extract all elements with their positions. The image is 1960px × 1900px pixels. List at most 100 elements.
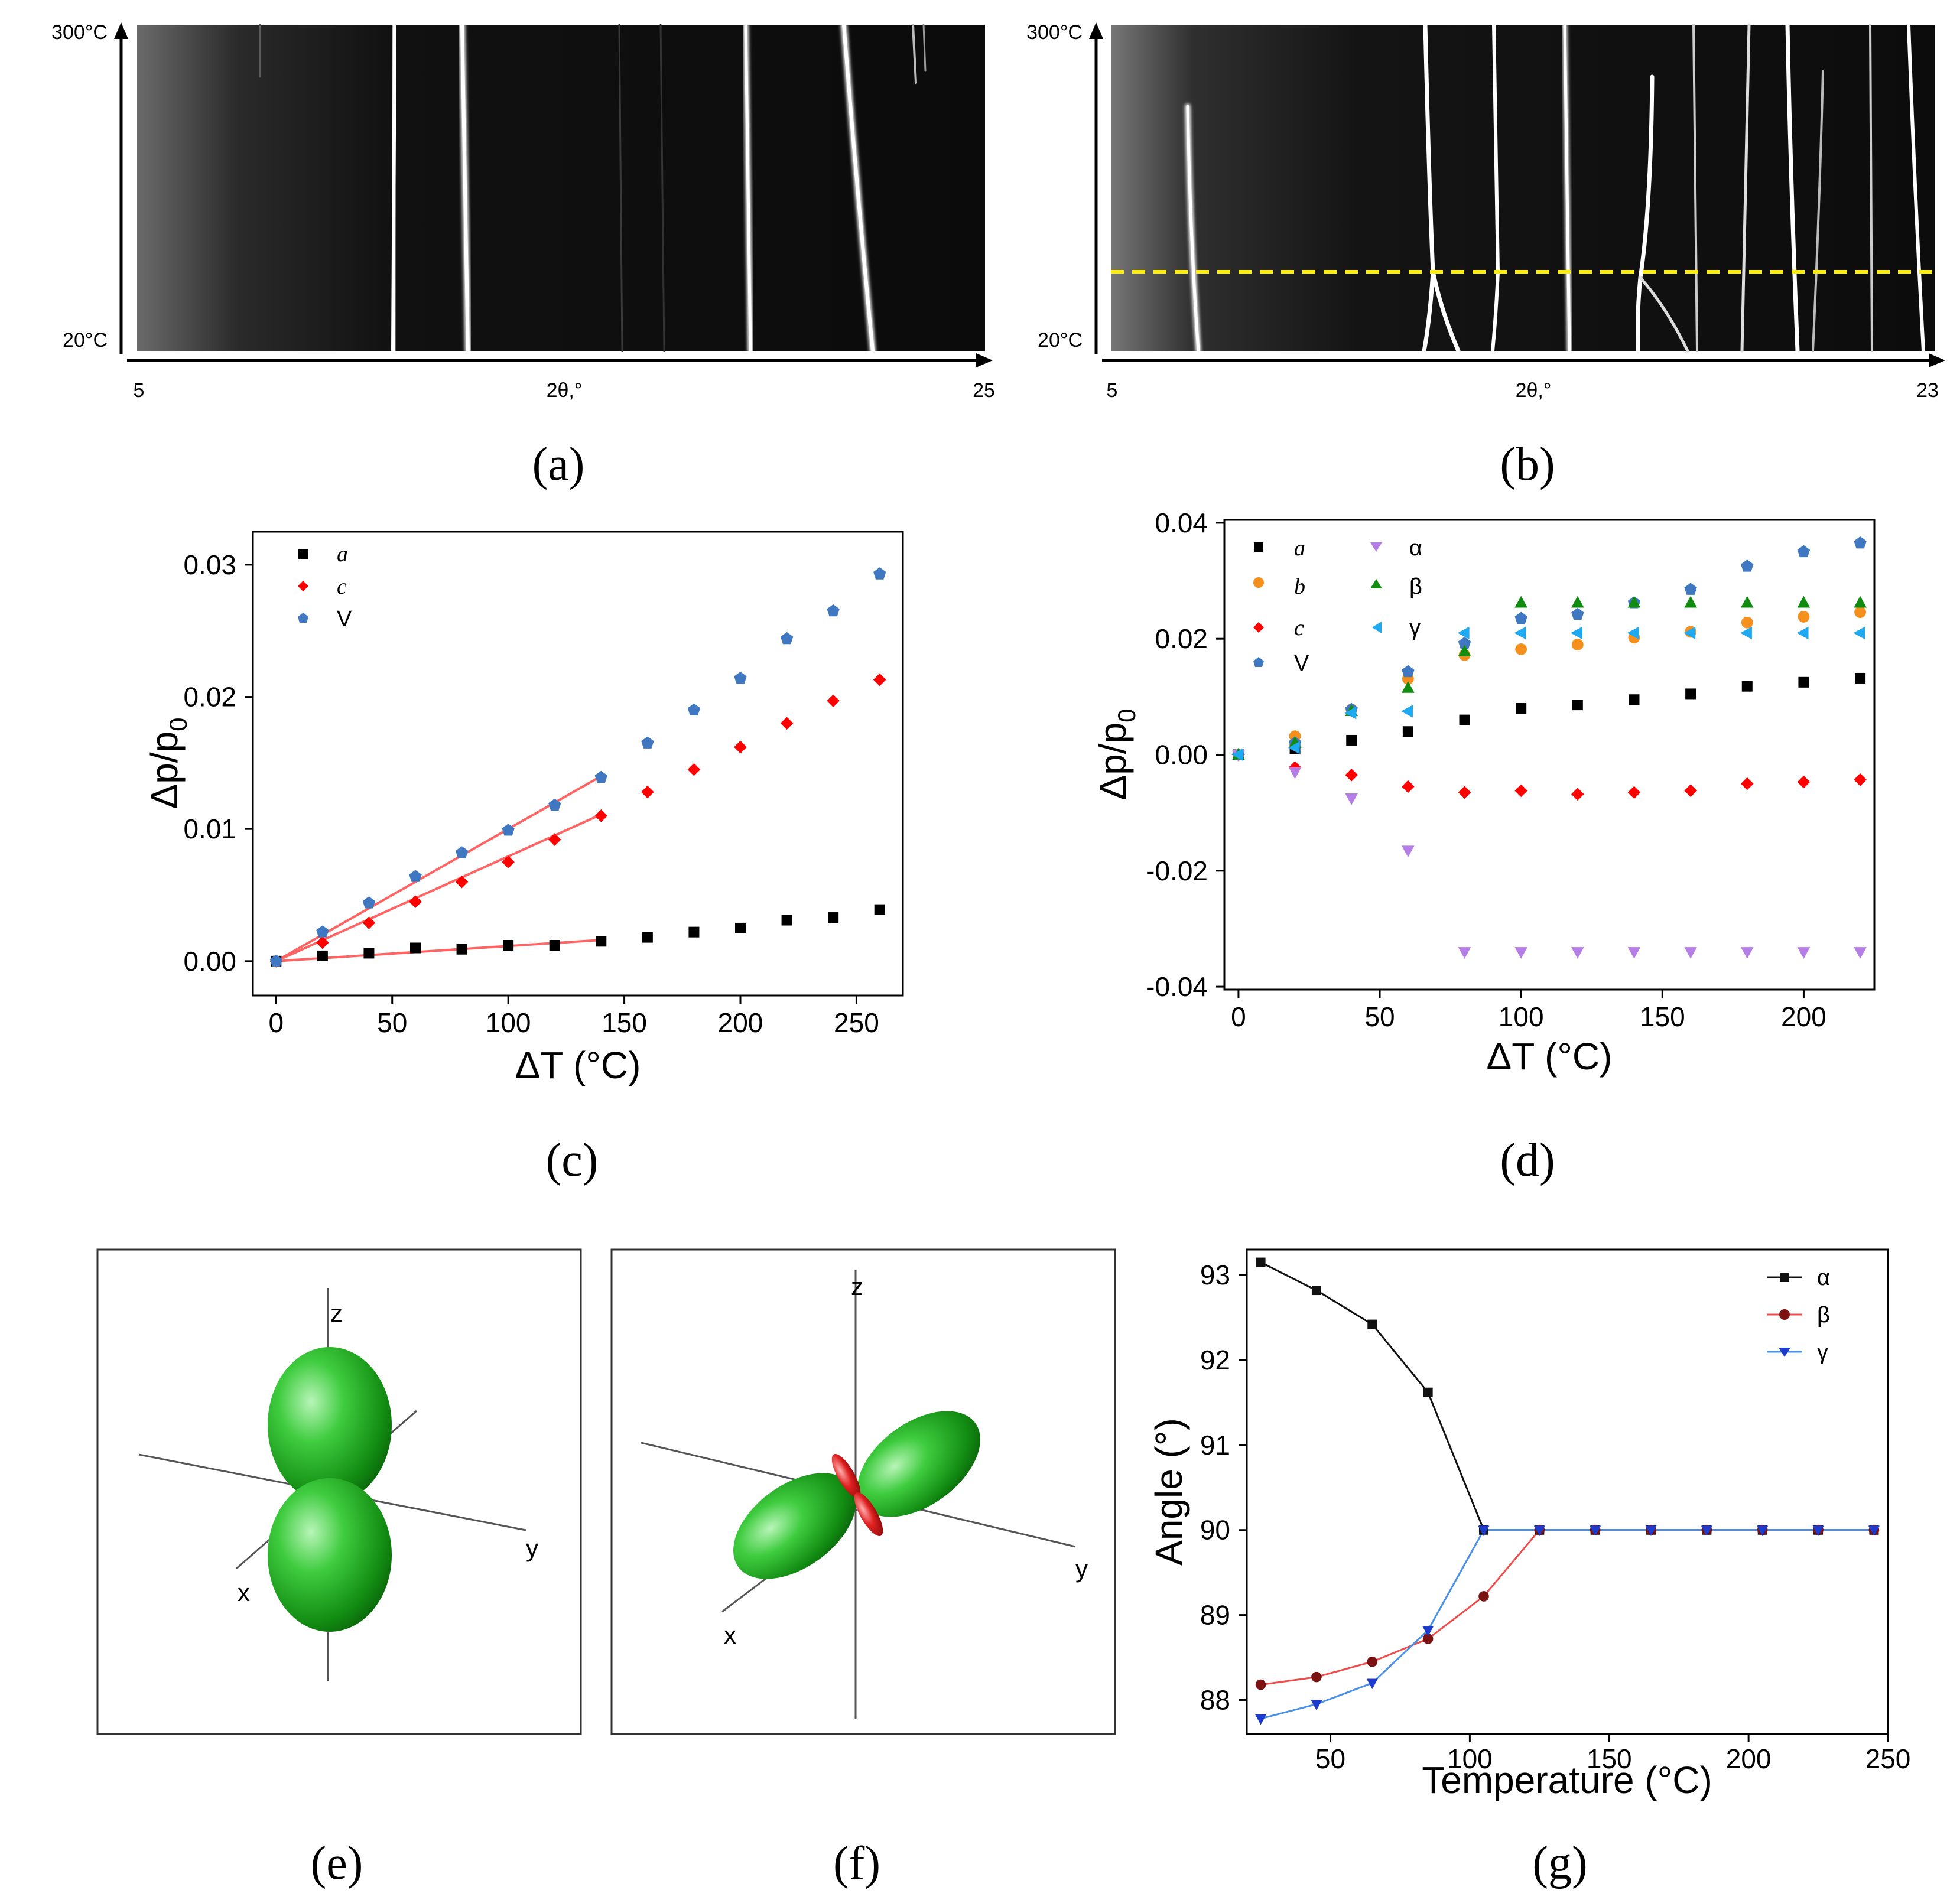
caption-d: (d) [1500,1134,1555,1186]
point-d-a-4 [1459,714,1470,725]
point-c-a-9 [688,926,700,938]
point-c-V-3 [409,870,422,882]
legend-label-alpha-g: α [1817,1265,1830,1290]
contraction-lobe-lower-f [854,1492,883,1537]
point-c-c-1 [316,936,329,949]
x-tick-label-d-4: 200 [1781,1001,1826,1032]
legend-marker-beta-d [1370,579,1382,588]
point-g-g_beta-1 [1311,1671,1322,1683]
point-d-V-8 [1684,583,1697,595]
legend-marker-a-d [1254,542,1263,552]
axis-label-x-f: x [724,1621,736,1649]
point-c-V-4 [455,846,469,858]
point-d-beta-10 [1797,596,1811,608]
chart-c: 0 50 100 150 200 250 0.00 0.01 0.02 0.03 a c V ΔT… [143,531,904,1186]
point-d-alpha-1 [1288,767,1302,779]
point-c-c-12 [827,694,840,708]
y-tick-label-c-1: 0.01 [183,814,236,844]
point-d-gamma-9 [1740,626,1752,640]
point-c-a-1 [317,950,328,961]
legend-label-c-d: c [1294,616,1304,640]
legend-marker-alpha-d [1370,542,1382,552]
point-d-gamma-5 [1514,626,1526,640]
point-d-gamma-11 [1853,626,1865,640]
point-g-g_beta-3 [1422,1634,1434,1644]
data-points-d [1231,536,1867,959]
caption-b: (b) [1500,438,1555,490]
x-tick-label-c-0: 0 [268,1007,284,1038]
point-g-g_gamma-5 [1533,1525,1545,1537]
point-d-beta-5 [1514,596,1527,608]
point-g-g_gamma-0 [1254,1714,1267,1725]
point-d-alpha-10 [1797,947,1811,959]
y-tick-label-g-4: 92 [1200,1345,1230,1375]
point-d-a-8 [1685,688,1696,700]
x-title-b: 2θ,° [1516,379,1552,402]
x-tick-label-g-4: 250 [1865,1743,1911,1774]
x-tick-label-g-2: 150 [1587,1743,1632,1774]
point-c-c-3 [409,895,422,909]
expansion-lobe-left-f [733,1473,856,1579]
x-tick-label-c-4: 200 [718,1007,763,1038]
x-tick-label-d-2: 100 [1499,1001,1544,1032]
point-c-a-2 [363,948,375,959]
point-c-a-11 [781,915,792,926]
legend-label-gamma-g: γ [1817,1340,1828,1365]
point-d-alpha-9 [1740,947,1754,959]
x-axis-title-g: Temperature (°C) [1422,1759,1712,1801]
svg-text:Δp/p0: Δp/p0 [143,717,192,809]
point-c-a-6 [549,940,560,951]
x-tick-label-c-3: 150 [602,1007,647,1038]
point-d-a-7 [1629,694,1640,705]
caption-f: (f) [833,1837,880,1889]
fit-line-c-1 [275,813,602,962]
y-tick-label-c-2: 0.02 [183,682,236,712]
series-line-g-g_alpha [1260,1261,1874,1531]
x-tick-label-c-2: 100 [486,1007,531,1038]
point-d-c-11 [1854,773,1867,786]
point-d-V-3 [1402,665,1415,678]
y-tick-label-g-0: 88 [1200,1684,1230,1715]
point-c-V-5 [502,824,515,836]
point-d-gamma-2 [1344,707,1357,720]
expansion-lobe-right-f [857,1411,980,1517]
point-d-beta-7 [1627,596,1641,608]
axes-c: 0 50 100 150 200 250 0.00 0.01 0.02 0.03 [183,549,879,1038]
axis-label-z-e: z [330,1299,343,1327]
legend-marker-b-d [1253,577,1264,588]
fit-line-c-2 [275,775,602,962]
temperature-axis-arrow-b [1089,22,1103,39]
point-d-c-6 [1571,788,1584,801]
point-d-beta-6 [1571,596,1584,608]
point-c-c-5 [502,855,515,868]
point-d-a-6 [1572,700,1583,711]
point-d-c-8 [1684,784,1697,798]
x-tick-label-g-1: 100 [1447,1743,1493,1774]
point-d-c-5 [1514,784,1527,798]
point-d-alpha-4 [1458,947,1471,959]
point-d-V-9 [1741,559,1754,572]
y-tick-label-d-4: 0.04 [1155,507,1208,538]
point-d-beta-3 [1402,681,1415,693]
y-axis-title-main-c: Δp/p [143,731,186,809]
point-d-beta-4 [1458,645,1471,656]
x-axis-title-d: ΔT (°C) [1487,1035,1613,1078]
point-g-g_gamma-11 [1868,1525,1880,1537]
xrd-reflections-b [1185,22,1925,354]
point-d-c-9 [1740,777,1754,790]
point-d-gamma-3 [1401,705,1413,718]
contraction-lobe-upper-f [831,1453,861,1498]
y-tick-label-d-0: -0.04 [1146,971,1208,1002]
caption-a: (a) [532,438,585,490]
temperature-axis-arrow-a [114,22,128,39]
axes-g: 50 100 150 200 250 88 89 90 91 92 93 [1200,1260,1911,1774]
point-d-gamma-7 [1627,626,1639,640]
y-bottom-label-a: 20°C [63,329,108,352]
point-c-a-4 [456,944,467,955]
y-top-label-b: 300°C [1026,21,1083,44]
point-c-a-3 [410,942,421,954]
y-axis-title-main-d: Δp/p [1091,723,1134,801]
x-tick-label-d-3: 150 [1640,1001,1685,1032]
caption-c: (c) [546,1134,599,1186]
